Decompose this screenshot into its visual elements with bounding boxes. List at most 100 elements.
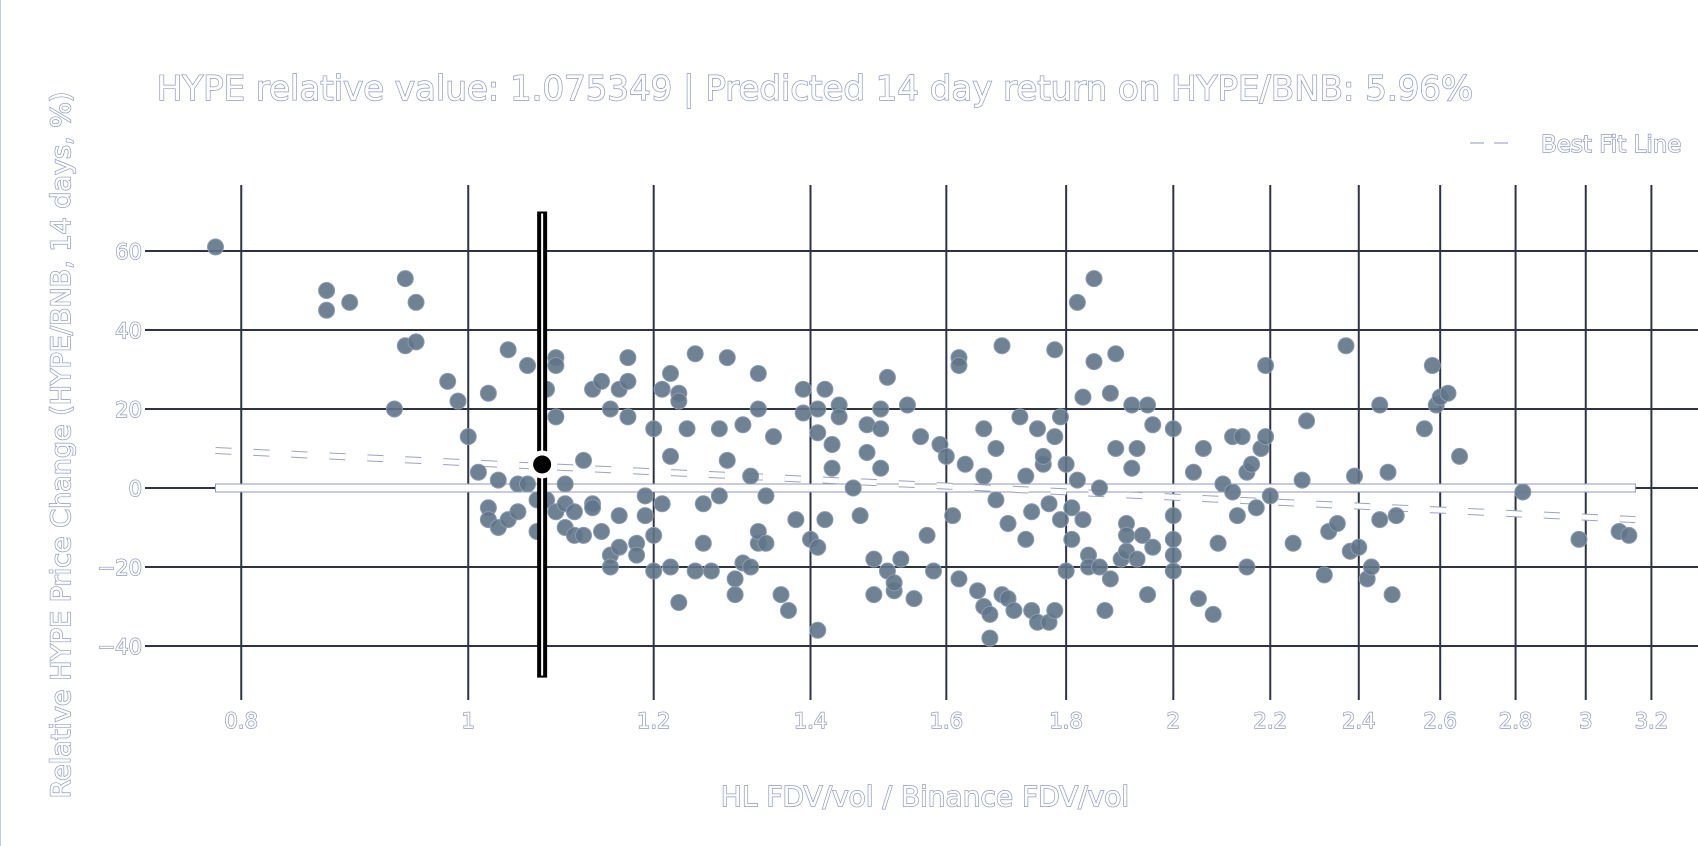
data-point (1117, 526, 1135, 544)
data-point (1350, 538, 1368, 556)
data-point (1017, 530, 1035, 548)
data-point (1284, 534, 1302, 552)
data-point (1298, 412, 1316, 430)
y-tick-label: −40 (98, 635, 142, 659)
data-point (1415, 420, 1433, 438)
x-tick-label: 2.6 (1423, 709, 1456, 733)
data-point (601, 400, 619, 418)
y-tick-label: 60 (115, 240, 142, 264)
x-tick-label: 1.6 (930, 709, 963, 733)
data-point (1570, 530, 1588, 548)
data-point (1164, 530, 1182, 548)
data-point (1233, 428, 1251, 446)
data-point (823, 436, 841, 454)
data-point (749, 364, 767, 382)
x-tick-label: 2 (1167, 709, 1180, 733)
data-point (407, 333, 425, 351)
data-point (1128, 550, 1146, 568)
data-point (670, 392, 688, 410)
zero-line (215, 483, 1636, 493)
data-point (872, 420, 890, 438)
data-point (1057, 562, 1075, 580)
data-point (892, 550, 910, 568)
data-point (1090, 558, 1108, 576)
data-point (1144, 416, 1162, 434)
data-point (519, 475, 537, 493)
data-point (726, 586, 744, 604)
tick-labels: 0.8 1 1.2 1.4 1.6 1.8 2 2.2 2.4 2.6 2.8 3 3.2 −40 −20 0… (97, 239, 1669, 733)
data-points (207, 238, 1638, 647)
data-point (1224, 483, 1242, 501)
data-point (1228, 507, 1246, 525)
x-tick-label: 1.4 (794, 709, 827, 733)
data-point (318, 301, 336, 319)
data-point (975, 467, 993, 485)
data-point (1046, 601, 1064, 619)
data-point (610, 538, 628, 556)
data-point (407, 293, 425, 311)
data-point (865, 586, 883, 604)
x-tick-label: 1.2 (637, 709, 670, 733)
data-point (981, 629, 999, 647)
data-point (1315, 566, 1333, 584)
data-point (1379, 463, 1397, 481)
data-point (809, 424, 827, 442)
data-point (905, 590, 923, 608)
data-point (772, 586, 790, 604)
data-point (1451, 447, 1469, 465)
data-point (794, 404, 812, 422)
data-point (757, 487, 775, 505)
y-axis-label: Relative HYPE Price Change (HYPE/BNB, 14… (46, 92, 77, 799)
data-point (565, 503, 583, 521)
data-point (858, 443, 876, 461)
data-point (1189, 590, 1207, 608)
x-axis-label: HL FDV/vol / Binance FDV/vol (721, 780, 1129, 813)
data-point (628, 546, 646, 564)
data-point (1243, 455, 1261, 473)
data-point (619, 349, 637, 367)
data-point (1057, 455, 1075, 473)
data-point (499, 341, 517, 359)
data-point (1101, 570, 1119, 588)
data-point (479, 384, 497, 402)
data-point (1034, 447, 1052, 465)
data-point (670, 594, 688, 612)
data-point (885, 574, 903, 592)
data-point (694, 495, 712, 513)
data-point (519, 357, 537, 375)
data-point (718, 451, 736, 469)
data-point (872, 400, 890, 418)
data-point (1128, 440, 1146, 457)
legend[interactable]: Best Fit Line (1470, 131, 1682, 159)
data-point (1090, 479, 1108, 497)
data-point (1247, 499, 1265, 517)
data-point (1423, 357, 1441, 375)
data-point (1209, 534, 1227, 552)
x-tick-label: 2.4 (1342, 709, 1375, 733)
data-point (718, 349, 736, 367)
data-point (809, 400, 827, 418)
data-point (918, 526, 936, 544)
data-point (734, 416, 752, 434)
data-point (645, 420, 663, 438)
data-point (653, 380, 671, 398)
data-point (1063, 530, 1081, 548)
data-point (830, 408, 848, 426)
data-point (1164, 562, 1182, 580)
data-point (662, 364, 680, 382)
data-point (987, 491, 1005, 509)
data-point (593, 372, 611, 390)
data-point (816, 511, 834, 529)
data-point (1439, 384, 1457, 402)
data-point (993, 337, 1011, 355)
zero-line-group (215, 483, 1636, 493)
data-point (1238, 558, 1256, 576)
data-point (1328, 515, 1346, 533)
data-point (489, 471, 507, 489)
data-point (1040, 495, 1058, 513)
data-point (509, 503, 527, 521)
data-point (950, 570, 968, 588)
data-point (742, 467, 760, 485)
data-point (844, 479, 862, 497)
